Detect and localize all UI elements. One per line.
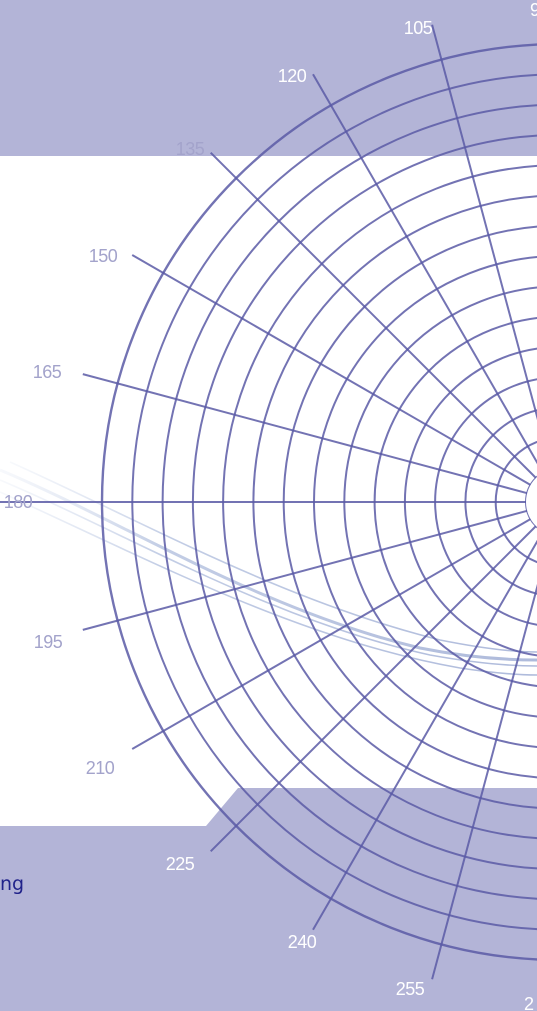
angle-label-90: 9 (530, 0, 537, 20)
polar-spoke (131, 254, 532, 486)
polar-spoke (312, 539, 537, 931)
caption-text: ng (0, 873, 25, 895)
polar-spoke (209, 151, 537, 479)
angle-label-120: 120 (278, 66, 307, 86)
polar-spoke (431, 24, 537, 421)
swoosh-stroke (9, 461, 537, 653)
swoosh-curve (0, 461, 537, 676)
angle-label-105: 105 (404, 18, 433, 38)
polar-spoke (82, 509, 528, 631)
angle-label-180: 180 (4, 492, 33, 512)
angle-label-270: 2 (524, 994, 534, 1011)
angle-label-255: 255 (396, 979, 425, 999)
angle-label-165: 165 (33, 362, 62, 382)
polar-center-hole (526, 476, 537, 528)
swoosh-stroke (0, 479, 537, 667)
angle-label-195: 195 (34, 632, 63, 652)
angle-label-210: 210 (86, 758, 115, 778)
angle-label-135: 135 (176, 139, 205, 159)
polar-spoke (209, 525, 537, 853)
angle-labels: 9 105 120 135 150 165 180 195 210 225 240 255 2 (4, 0, 537, 1011)
swoosh-stroke (0, 491, 537, 676)
polar-spoke (131, 518, 532, 750)
angle-label-240: 240 (288, 932, 317, 952)
angle-label-150: 150 (89, 246, 118, 266)
polar-spoke (431, 583, 537, 980)
polar-spokes (0, 24, 537, 980)
polar-spoke (82, 373, 528, 495)
angle-label-225: 225 (166, 854, 195, 874)
polar-spoke (312, 73, 537, 465)
swoosh-stroke (0, 468, 537, 662)
